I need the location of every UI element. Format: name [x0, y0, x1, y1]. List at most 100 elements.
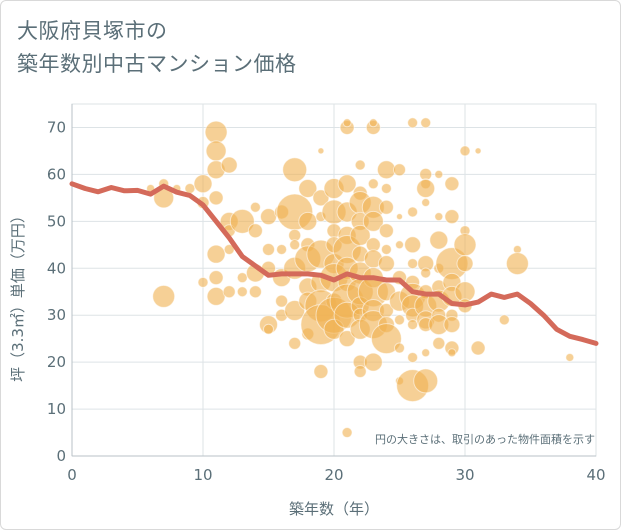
bubble-point	[498, 314, 510, 326]
bubble-point	[298, 178, 318, 198]
bubble-point	[262, 242, 275, 256]
bubble-point	[395, 240, 404, 250]
bubble-point	[429, 230, 449, 250]
bubble-point	[298, 211, 318, 231]
bubble-point	[229, 208, 255, 234]
bubble-point	[152, 284, 176, 308]
chart-title: 大阪府貝塚市の 築年数別中古マンション価格	[17, 15, 297, 81]
y-axis-label: 坪（3.3㎡）単価（万円）	[9, 208, 27, 382]
bubble-point	[444, 209, 460, 225]
bubble-point	[444, 176, 460, 192]
bubble-point	[474, 147, 482, 155]
bubble-point	[367, 178, 379, 190]
bubble-point	[470, 340, 486, 356]
bubble-point	[368, 118, 378, 128]
bubble-point	[362, 210, 384, 232]
bubble-point	[204, 120, 228, 144]
bubble-point	[289, 239, 301, 251]
bubble-point	[394, 342, 405, 354]
bubble-point	[353, 365, 367, 379]
bubble-point	[416, 178, 436, 198]
bubble-point	[404, 236, 422, 254]
bubble-point	[407, 117, 419, 129]
bubble-point	[447, 348, 457, 358]
bubble-point	[206, 286, 226, 306]
bubble-point	[206, 244, 226, 264]
bubble-point	[208, 270, 224, 286]
bubble-point	[236, 286, 248, 298]
bubble-point	[434, 212, 444, 222]
bubble-point	[421, 198, 431, 208]
bubble-point	[459, 145, 471, 157]
y-tick-label: 50	[47, 212, 66, 230]
bubble-point	[453, 233, 477, 257]
bubble-point	[370, 323, 402, 355]
bubble-point	[220, 156, 238, 174]
y-tick-label: 40	[47, 259, 66, 277]
bubble-point	[338, 330, 356, 348]
bubble-point	[247, 223, 263, 239]
bubble-point	[236, 272, 248, 284]
bubble-point	[275, 294, 289, 308]
y-tick-label: 10	[47, 400, 66, 418]
bubble-point	[407, 258, 419, 270]
bubble-point	[420, 117, 432, 129]
bubble-point	[223, 243, 235, 255]
bubble-point	[317, 147, 325, 155]
y-tick-label: 70	[47, 118, 66, 136]
bubble-point	[376, 160, 396, 180]
y-tick-label: 30	[47, 306, 66, 324]
bubble-point	[394, 314, 405, 326]
bubble-point	[184, 182, 196, 194]
y-tick-labels: 0 10 20 30 40 50 60 70	[47, 118, 66, 465]
bubble-point	[434, 169, 444, 179]
bubble-point	[313, 364, 329, 380]
bubble-point	[208, 190, 224, 206]
bubble-point	[377, 255, 395, 273]
bubble-point	[341, 427, 353, 439]
bubble-point	[378, 199, 394, 215]
bubble-point	[363, 352, 383, 372]
x-tick-label: 0	[67, 466, 77, 484]
bubble-point	[413, 368, 439, 394]
bubble-point	[421, 348, 431, 358]
bubble-point	[420, 267, 432, 279]
bubble-point	[349, 224, 371, 246]
x-tick-label: 40	[586, 466, 605, 484]
bubble-point	[443, 316, 461, 334]
bubble-point	[337, 174, 357, 194]
bubble-point	[222, 285, 236, 299]
chart-title-line1: 大阪府貝塚市の	[17, 19, 168, 43]
bubble-point	[407, 319, 419, 331]
bubble-point	[248, 285, 262, 299]
bubble-point	[396, 213, 403, 221]
bubble-point	[565, 352, 575, 362]
y-tick-label: 60	[47, 165, 66, 183]
bubble-point	[380, 243, 392, 255]
y-tick-label: 0	[56, 447, 66, 465]
bubble-point	[456, 255, 474, 273]
x-axis-label: 築年数（年）	[289, 500, 379, 518]
bubble-point	[342, 118, 352, 128]
y-tick-label: 20	[47, 353, 66, 371]
chart-title-line2: 築年数別中古マンション価格	[17, 52, 297, 76]
size-note: 円の大きさは、取引のあった物件面積を示す	[375, 432, 595, 446]
bubble-point	[260, 208, 277, 226]
bubble-point	[282, 157, 308, 183]
bubble-point	[288, 336, 302, 350]
bubble-point	[380, 182, 392, 194]
bubble-point	[312, 189, 330, 207]
x-tick-labels: 0 10 20 30 40	[67, 466, 605, 484]
bubble-point	[432, 336, 446, 350]
average-price-line	[69, 181, 599, 346]
bubble-point	[407, 206, 419, 218]
bubble-point	[249, 201, 261, 213]
bubble-point	[197, 276, 209, 288]
bubble-point	[505, 252, 529, 276]
x-tick-label: 10	[193, 466, 212, 484]
bubble-point	[378, 223, 394, 239]
bubble-point	[193, 174, 213, 194]
bubble-point	[407, 351, 419, 363]
bubble-point	[205, 140, 227, 162]
bubble-point	[276, 243, 288, 255]
